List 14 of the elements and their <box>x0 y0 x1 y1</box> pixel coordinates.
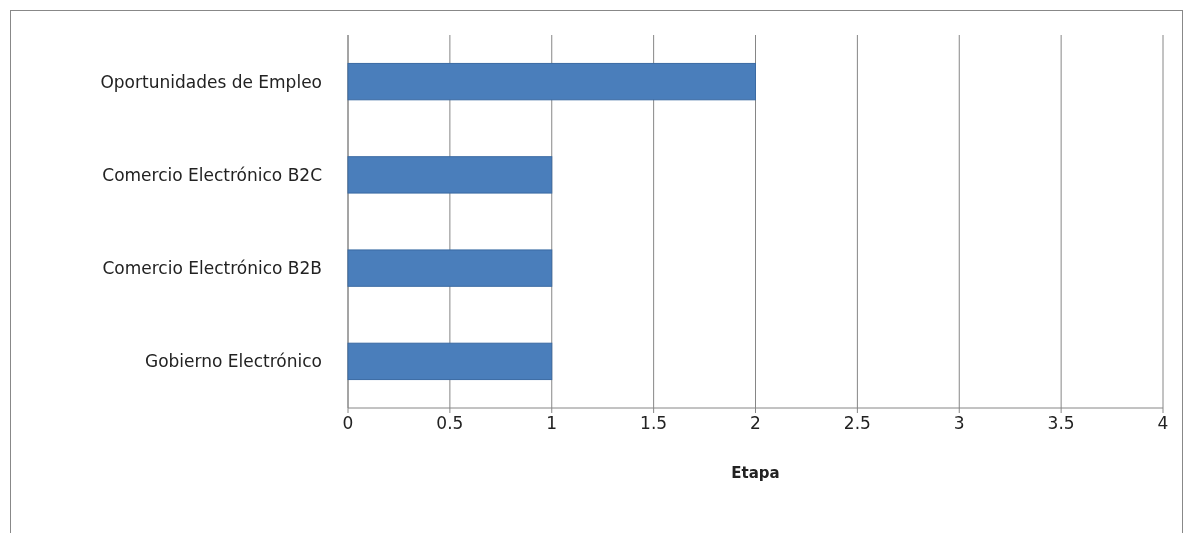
y-tick-label: Oportunidades de Empleo <box>100 71 322 92</box>
x-tick-label: 2.5 <box>843 413 871 433</box>
y-tick-label: Gobierno Electrónico <box>144 351 322 372</box>
x-tick-label: 0.5 <box>436 413 464 433</box>
x-tick-label: 3.5 <box>1047 413 1075 433</box>
x-tick-label: 4 <box>1157 413 1169 433</box>
x-tick-label: 2 <box>750 413 761 433</box>
y-tick-label: Comercio Electrónico B2C <box>102 164 322 185</box>
y-tick-label: Comercio Electrónico B2B <box>102 258 322 279</box>
x-tick-label: 1.5 <box>640 413 668 433</box>
x-tick-label: 0 <box>342 413 354 433</box>
x-axis-title: Etapa <box>731 464 780 482</box>
x-tick-label: 1 <box>546 413 558 433</box>
x-tick-label: 3 <box>953 413 965 433</box>
